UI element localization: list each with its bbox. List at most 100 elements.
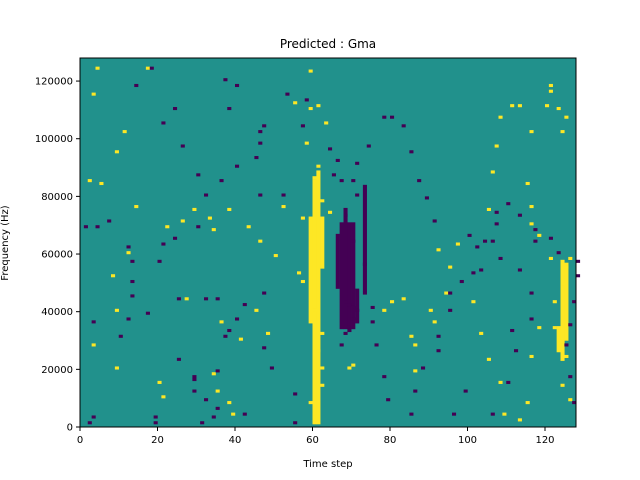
heatmap-cell-low (204, 193, 209, 197)
heatmap-cell-high (281, 205, 286, 209)
heatmap-cell-high (409, 334, 414, 338)
heatmap-cell-low (153, 415, 158, 419)
heatmap-background (80, 58, 576, 427)
heatmap-cell-low (347, 303, 352, 307)
heatmap-cell-low (134, 83, 139, 88)
y-axis-label: Frequency (Hz) (0, 205, 11, 281)
heatmap-cell-high (297, 271, 302, 275)
heatmap-cell-high (111, 274, 116, 278)
heatmap-cell-low (490, 412, 495, 416)
heatmap-cell-low (463, 389, 468, 393)
heatmap-cell-low (448, 291, 453, 295)
heatmap-cell-low (390, 115, 395, 119)
heatmap-cell-low (576, 274, 581, 278)
heatmap-cell-low (293, 392, 298, 396)
heatmap-cell-high (91, 343, 96, 347)
heatmap-cell-high (413, 343, 418, 347)
heatmap-cell-high (564, 354, 569, 359)
heatmap-band-high (320, 216, 325, 269)
heatmap-cell-low (293, 421, 298, 425)
heatmap-cell-high (308, 401, 313, 405)
heatmap-cell-low (331, 173, 336, 177)
heatmap-cell-low (548, 236, 553, 240)
heatmap-cell-low (382, 375, 387, 379)
heatmap-cell-high (157, 380, 162, 384)
heatmap-cell-low (118, 334, 123, 338)
heatmap-cell-low (192, 375, 197, 379)
y-tick-label: 100000 (35, 134, 73, 145)
heatmap-cell-low (258, 141, 263, 145)
heatmap-cell-high (219, 320, 224, 324)
heatmap-cell-high (529, 354, 534, 359)
heatmap-cell-high (134, 205, 139, 209)
heatmap-cell-high (490, 170, 495, 174)
heatmap-cell-low (351, 317, 356, 321)
heatmap-cell-high (324, 121, 329, 125)
heatmap-band-low (339, 222, 344, 330)
heatmap-cell-low (370, 320, 375, 324)
heatmap-cell-high (510, 104, 515, 108)
heatmap-cell-high (316, 164, 321, 168)
heatmap-cell-low (483, 239, 488, 243)
heatmap-cell-low (262, 291, 267, 295)
heatmap-cell-low (176, 297, 181, 301)
heatmap-cell-low (355, 308, 360, 312)
heatmap-cell-high (448, 265, 453, 269)
y-tick-label: 40000 (41, 307, 73, 318)
heatmap-cell-low (87, 421, 92, 425)
x-tick-label: 0 (77, 435, 83, 446)
heatmap-cell-high (498, 115, 503, 119)
heatmap-cell-low (262, 124, 267, 128)
heatmap-cell-high (529, 205, 534, 209)
heatmap-cell-low (196, 225, 201, 229)
heatmap-cell-high (114, 366, 119, 370)
heatmap-cell-low (413, 389, 418, 393)
y-tick-label: 20000 (41, 365, 73, 376)
heatmap-cell-low (126, 317, 131, 321)
heatmap-cell-low (258, 193, 263, 197)
heatmap-cell-low (235, 164, 240, 168)
heatmap-cell-high (564, 115, 569, 119)
heatmap-cell-low (568, 375, 573, 379)
heatmap-band-low (335, 233, 340, 289)
heatmap-cell-low (83, 225, 88, 229)
heatmap-cell-low (126, 245, 131, 249)
heatmap-cell-low (215, 369, 220, 373)
heatmap-cell-low (517, 213, 522, 217)
heatmap-cell-low (382, 115, 387, 119)
heatmap-cell-low (176, 357, 181, 361)
heatmap-cell-low (529, 317, 534, 321)
heatmap-cell-low (161, 242, 166, 246)
heatmap-cell-low (91, 320, 96, 324)
heatmap-cell-high (494, 144, 499, 148)
heatmap-cell-low (145, 311, 150, 315)
heatmap-cell-high (316, 104, 321, 108)
heatmap-cell-low (204, 297, 209, 301)
heatmap-cell-low (215, 406, 220, 410)
heatmap-cell-low (556, 251, 561, 255)
heatmap-cell-high (432, 320, 437, 324)
heatmap-cell-low (417, 179, 422, 183)
heatmap-cell-low (471, 271, 476, 275)
heatmap-cell-low (572, 401, 577, 405)
heatmap-cell-high (471, 300, 476, 304)
heatmap-cell-high (328, 210, 333, 214)
heatmap-cell-high (502, 412, 507, 416)
heatmap-cell-high (455, 242, 460, 246)
heatmap-cell-high (560, 130, 565, 134)
heatmap-cell-high (246, 225, 251, 229)
x-tick-label: 100 (458, 435, 477, 446)
heatmap-cell-low (173, 107, 178, 111)
heatmap-cell-high (308, 107, 313, 111)
heatmap-cell-low (409, 150, 414, 154)
heatmap-cell-low (149, 66, 154, 70)
heatmap-cell-high (517, 104, 522, 108)
heatmap-band-high (308, 216, 313, 324)
heatmap-cell-low (362, 262, 367, 266)
heatmap-cell-low (196, 173, 201, 177)
x-axis: 0 20 40 60 80 100 120 (77, 427, 555, 446)
heatmap-cell-low (467, 233, 472, 237)
heatmap-cell-high (548, 83, 553, 88)
heatmap-cell-low (95, 225, 100, 229)
heatmap-band-high (312, 179, 317, 425)
